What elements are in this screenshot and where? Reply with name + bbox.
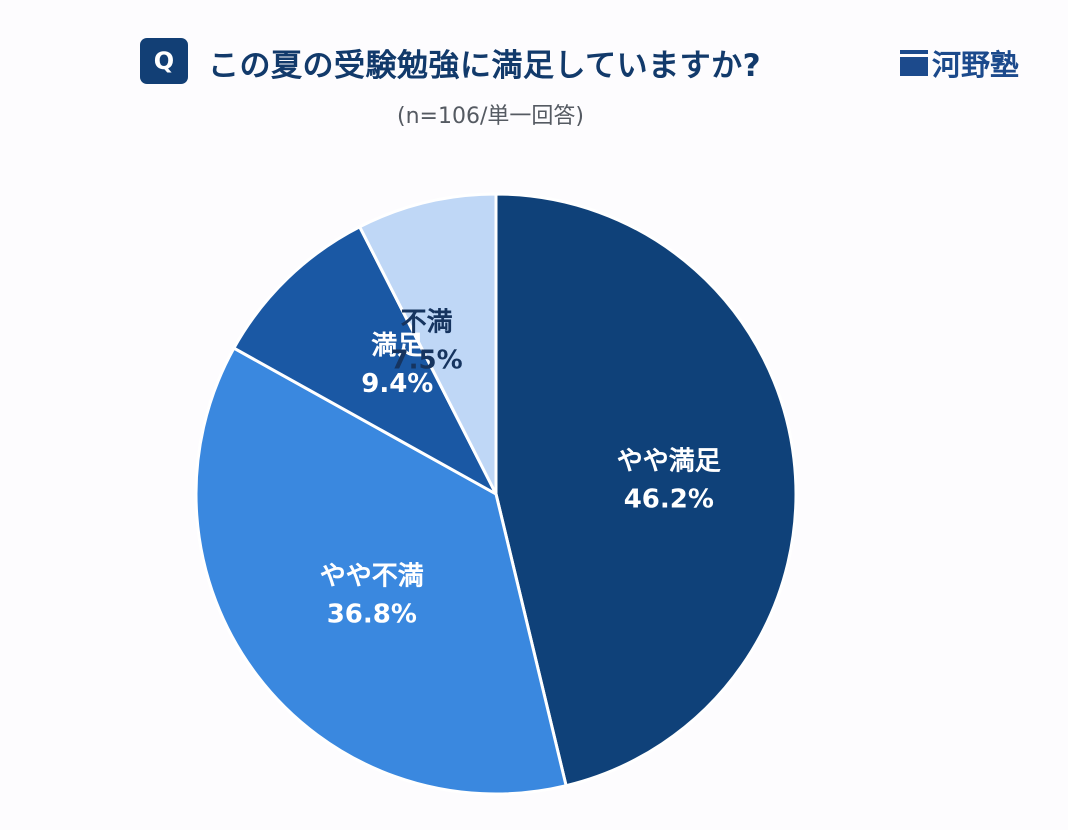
chart-subtitle: (n=106/単一回答) xyxy=(397,104,584,129)
pie-slice xyxy=(494,192,798,788)
question-badge: Q xyxy=(140,38,188,84)
slice-label: やや満足 xyxy=(617,447,721,477)
slice-label: やや不満 xyxy=(320,561,424,591)
slice-label: 満足 xyxy=(371,331,423,361)
pie-slice xyxy=(194,346,568,796)
logo-text: 河野塾 xyxy=(932,48,1020,82)
pie-slice xyxy=(358,192,498,496)
chart-title: この夏の受験勉強に満足していますか? xyxy=(208,48,762,84)
slice-value-label: 7.5% xyxy=(391,345,463,375)
pie-slice xyxy=(232,225,498,496)
slice-label: 不満 xyxy=(401,307,453,337)
slice-value-label: 36.8% xyxy=(327,599,417,629)
pie-slices xyxy=(194,192,798,796)
brand-logo: 河野塾 xyxy=(900,42,1019,82)
chart-header: Q この夏の受験勉強に満足していますか? 河野塾 xyxy=(140,38,1040,88)
logo-mark-icon xyxy=(900,50,928,76)
slice-value-label: 9.4% xyxy=(361,369,433,399)
pie-labels: やや満足 46.2% やや不満 36.8% 満足 9.4% 不満 7.5% xyxy=(320,307,721,629)
slice-value-label: 46.2% xyxy=(624,485,714,515)
